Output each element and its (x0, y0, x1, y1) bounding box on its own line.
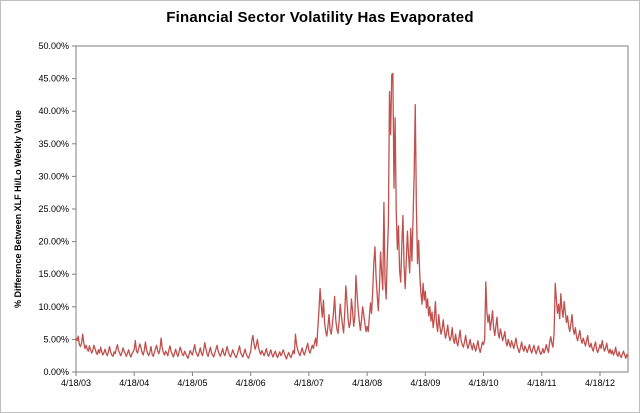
y-axis-tick-label: 15.00% (38, 269, 69, 279)
x-axis-tick-label: 4/18/05 (177, 378, 207, 388)
x-axis-tick-label: 4/18/07 (294, 378, 324, 388)
x-axis-tick-label: 4/18/08 (352, 378, 382, 388)
x-axis-tick-label: 4/18/06 (236, 378, 266, 388)
chart-title: Financial Sector Volatility Has Evaporat… (166, 9, 474, 26)
y-axis-tick-label: 20.00% (38, 237, 69, 247)
x-axis-tick-label: 4/18/12 (585, 378, 615, 388)
y-axis-tick-label: 30.00% (38, 171, 69, 181)
y-axis-tick-label: 0.00% (43, 367, 69, 377)
volatility-line (75, 72, 629, 360)
x-axis-tick-label: 4/18/03 (61, 378, 91, 388)
x-axis-tick-label: 4/18/10 (469, 378, 499, 388)
y-axis-tick-label: 10.00% (38, 302, 69, 312)
y-axis-tick-label: 45.00% (38, 74, 69, 84)
y-axis-tick-label: 25.00% (38, 204, 69, 214)
y-axis-tick-label: 5.00% (43, 334, 69, 344)
x-axis-tick-label: 4/18/11 (527, 378, 556, 388)
y-axis-tick-label: 35.00% (38, 139, 69, 149)
y-axis-tick-label: 40.00% (38, 106, 69, 116)
x-axis-tick-label: 4/18/04 (119, 378, 149, 388)
y-axis-tick-label: 50.00% (38, 41, 69, 51)
plot-border (75, 45, 629, 373)
x-axis-tick-label: 4/18/09 (410, 378, 440, 388)
